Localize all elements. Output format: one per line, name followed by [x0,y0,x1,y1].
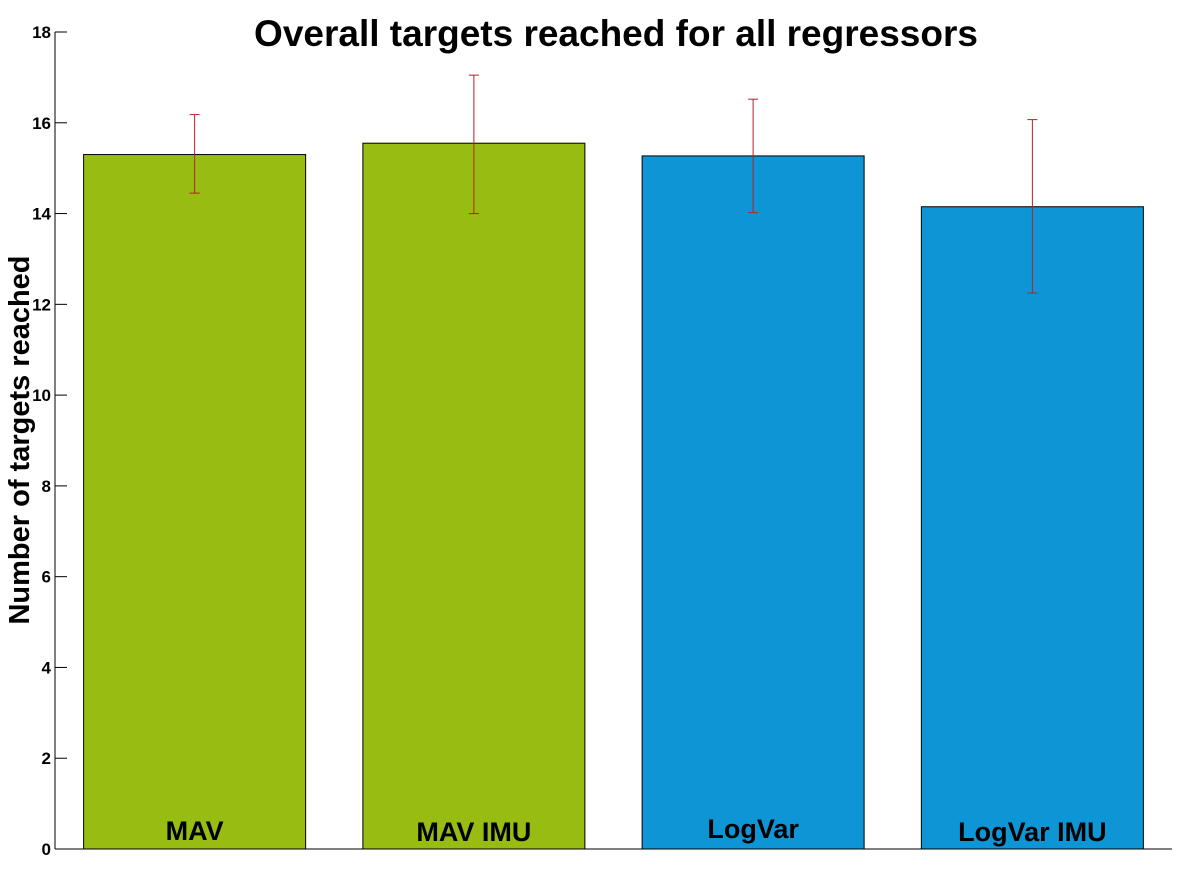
bars-layer [83,142,1144,850]
y-tick-label: 6 [42,568,51,587]
bar [83,154,307,850]
chart-title: Overall targets reached for all regresso… [254,13,978,54]
y-tick-label: 8 [42,477,51,496]
y-tick-label: 0 [42,840,51,859]
y-tick-label: 18 [32,23,51,42]
category-label: LogVar [707,814,799,844]
y-tick-label: 2 [42,749,51,768]
bar [362,142,586,850]
category-label: MAV IMU [416,817,531,847]
y-tick-label: 12 [32,295,51,314]
y-ticks-layer: 0 2 4 6 8 10 12 14 16 18 [32,23,67,859]
y-tick-label: 14 [32,205,51,224]
category-labels-layer: MAV MAV IMU LogVar LogVar IMU [166,814,1107,847]
category-label: LogVar IMU [958,817,1107,847]
category-label: MAV [166,816,224,846]
y-tick-label: 16 [32,114,51,133]
error-bars-layer [189,74,1038,294]
y-tick-label: 4 [42,658,52,677]
y-tick-label: 10 [32,386,51,405]
y-axis-label: Number of targets reached [4,255,36,624]
bar [641,155,865,850]
bar [920,206,1144,850]
